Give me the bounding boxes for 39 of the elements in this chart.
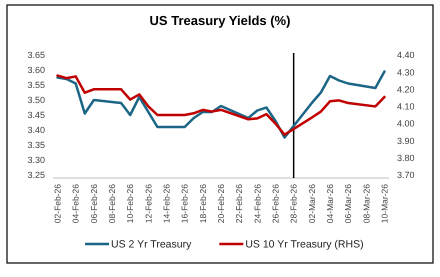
x-tick-label: 08-Mar-26: [361, 184, 372, 224]
x-tick-label: 10-Mar-26: [379, 184, 390, 224]
x-tick-label: 18-Feb-26: [198, 184, 208, 224]
y2-tick-label: 4.40: [397, 50, 415, 60]
y-tick-label: 3.60: [27, 65, 45, 76]
y-tick-label: 3.25: [27, 170, 45, 180]
x-tick-label: 28-Feb-26: [288, 184, 299, 224]
x-tick-label: 04-Feb-26: [70, 184, 81, 224]
x-tick-label: 10-Feb-26: [125, 184, 136, 224]
x-tick-label: 06-Mar-26: [343, 184, 354, 224]
y-tick-label: 3.65: [27, 50, 45, 60]
x-tick-label: 26-Feb-26: [270, 184, 280, 224]
x-tick-label: 14-Feb-26: [161, 184, 172, 224]
y2-tick-label: 4.20: [397, 84, 415, 94]
y-tick-label: 3.55: [27, 80, 45, 90]
legend-label: US 10 Yr Treasury (RHS): [245, 238, 364, 251]
chart-title: US Treasury Yields (%): [150, 13, 290, 28]
legend-label: US 2 Yr Treasury: [111, 238, 192, 251]
y2-tick-label: 4.10: [397, 102, 415, 112]
y-tick-label: 3.50: [27, 95, 45, 106]
y2-tick-label: 3.70: [397, 170, 415, 180]
y-tick-label: 3.30: [27, 155, 45, 166]
x-tick-label: 20-Feb-26: [216, 184, 226, 224]
y2-tick-label: 3.90: [397, 136, 415, 146]
x-tick-label: 22-Feb-26: [234, 184, 244, 224]
x-tick-label: 08-Feb-26: [107, 184, 117, 224]
y-tick-label: 3.45: [27, 110, 45, 120]
y-tick-label: 3.40: [27, 125, 45, 136]
x-tick-label: 02-Feb-26: [52, 184, 63, 224]
y2-tick-label: 4.00: [397, 118, 415, 129]
x-tick-label: 06-Feb-26: [88, 184, 99, 224]
x-tick-label: 12-Feb-26: [143, 184, 154, 224]
y2-tick-label: 3.80: [397, 153, 415, 164]
x-tick-label: 02-Mar-26: [306, 184, 317, 224]
x-tick-label: 04-Mar-26: [324, 184, 335, 224]
x-tick-label: 16-Feb-26: [180, 184, 190, 224]
y-tick-label: 3.35: [27, 140, 45, 150]
x-tick-label: 24-Feb-26: [252, 184, 262, 224]
y2-tick-label: 4.30: [397, 67, 415, 78]
